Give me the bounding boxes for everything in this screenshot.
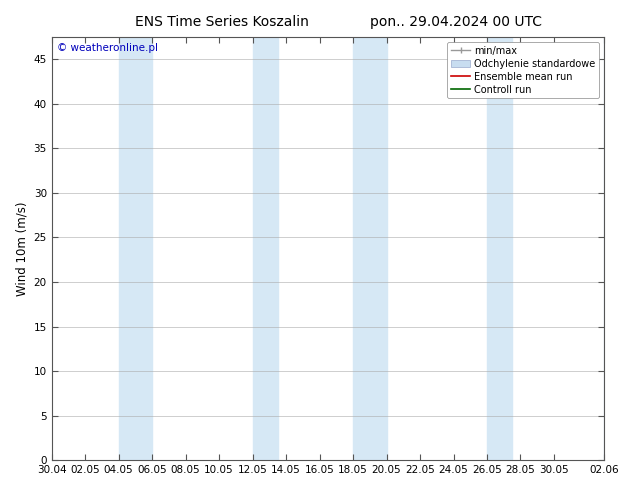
Bar (353, 37, 387, 460)
Legend: min/max, Odchylenie standardowe, Ensemble mean run, Controll run: min/max, Odchylenie standardowe, Ensembl… (447, 42, 599, 98)
Text: ENS Time Series Koszalin: ENS Time Series Koszalin (135, 15, 309, 29)
Y-axis label: Wind 10m (m/s): Wind 10m (m/s) (15, 201, 28, 296)
Text: pon.. 29.04.2024 00 UTC: pon.. 29.04.2024 00 UTC (370, 15, 543, 29)
Bar (487, 37, 512, 460)
Bar (604, 37, 634, 460)
Bar (252, 37, 278, 460)
Bar (119, 37, 152, 460)
Text: © weatheronline.pl: © weatheronline.pl (57, 44, 158, 53)
